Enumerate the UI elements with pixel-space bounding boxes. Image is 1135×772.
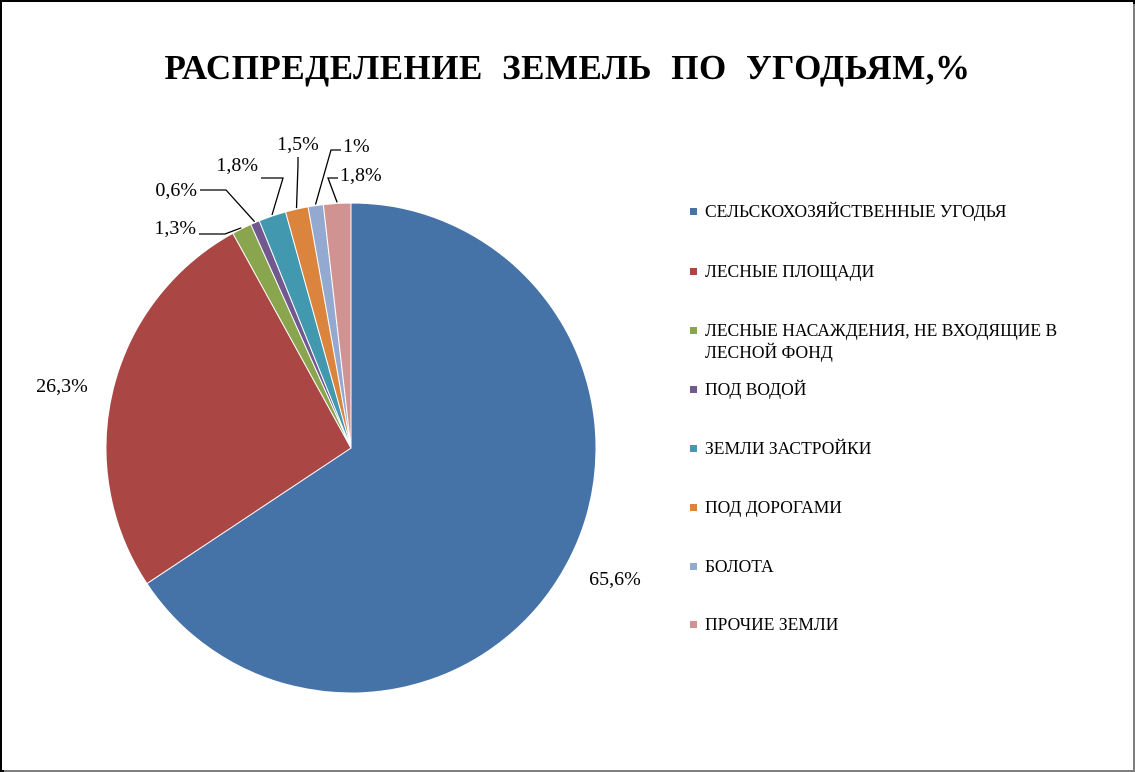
legend-item-1: ЛЕСНЫЕ ПЛОЩАДИ xyxy=(690,260,1110,282)
legend-item-3: ПОД ВОДОЙ xyxy=(690,378,1110,400)
legend-swatch xyxy=(690,563,697,570)
legend-label: ПОД ДОРОГАМИ xyxy=(705,497,842,517)
legend-item-2: ЛЕСНЫЕ НАСАЖДЕНИЯ, НЕ ВХОДЯЩИЕ В ЛЕСНОЙ … xyxy=(690,319,1110,363)
pie-slice-1 xyxy=(105,232,352,585)
pie-slice-0 xyxy=(146,202,597,694)
legend-label: ЛЕСНЫЕ ПЛОЩАДИ xyxy=(705,261,875,281)
legend-swatch xyxy=(690,621,697,628)
legend-swatch xyxy=(690,208,697,215)
leader-line-5 xyxy=(295,157,299,209)
legend-swatch xyxy=(690,386,697,393)
data-label-5: 1,5% xyxy=(277,133,319,155)
legend-item-0: СЕЛЬСКОХОЗЯЙСТВЕННЫЕ УГОДЬЯ xyxy=(690,200,1110,222)
frame-shadow-bottom xyxy=(4,770,1135,772)
data-label-4: 1,8% xyxy=(216,154,258,176)
data-label-6: 1% xyxy=(343,135,370,157)
leader-line-4 xyxy=(261,177,284,216)
legend-label: ЛЕСНЫЕ НАСАЖДЕНИЯ, НЕ ВХОДЯЩИЕ В ЛЕСНОЙ … xyxy=(705,320,1058,362)
frame-shadow-right xyxy=(1133,4,1135,772)
legend-swatch xyxy=(690,327,697,334)
leader-line-3 xyxy=(200,189,256,223)
legend-swatch xyxy=(690,445,697,452)
data-label-3: 0,6% xyxy=(155,179,197,201)
legend-label: ЗЕМЛИ ЗАСТРОЙКИ xyxy=(705,438,872,458)
legend-swatch xyxy=(690,268,697,275)
legend-swatch xyxy=(690,504,697,511)
legend-label: БОЛОТА xyxy=(705,556,774,576)
data-label-2: 1,3% xyxy=(154,217,196,239)
data-label-0: 65,6% xyxy=(589,568,641,590)
legend-item-7: ПРОЧИЕ ЗЕМЛИ xyxy=(690,613,1110,635)
legend-item-6: БОЛОТА xyxy=(690,555,1110,577)
leader-line-2 xyxy=(199,227,242,235)
leader-line-6 xyxy=(314,149,341,205)
data-label-7: 1,8% xyxy=(340,164,382,186)
legend-label: ПРОЧИЕ ЗЕМЛИ xyxy=(705,614,839,634)
chart-title: РАСПРЕДЕЛЕНИЕ ЗЕМЕЛЬ ПО УГОДЬЯМ,% xyxy=(164,48,971,87)
pie-slice-7 xyxy=(322,202,352,449)
legend-item-5: ПОД ДОРОГАМИ xyxy=(690,496,1110,518)
data-label-1: 26,3% xyxy=(36,375,88,397)
legend-item-4: ЗЕМЛИ ЗАСТРОЙКИ xyxy=(690,437,1110,459)
legend-label: ПОД ВОДОЙ xyxy=(705,379,807,399)
legend-label: СЕЛЬСКОХОЗЯЙСТВЕННЫЕ УГОДЬЯ xyxy=(705,201,1007,221)
leader-line-7 xyxy=(327,177,338,203)
